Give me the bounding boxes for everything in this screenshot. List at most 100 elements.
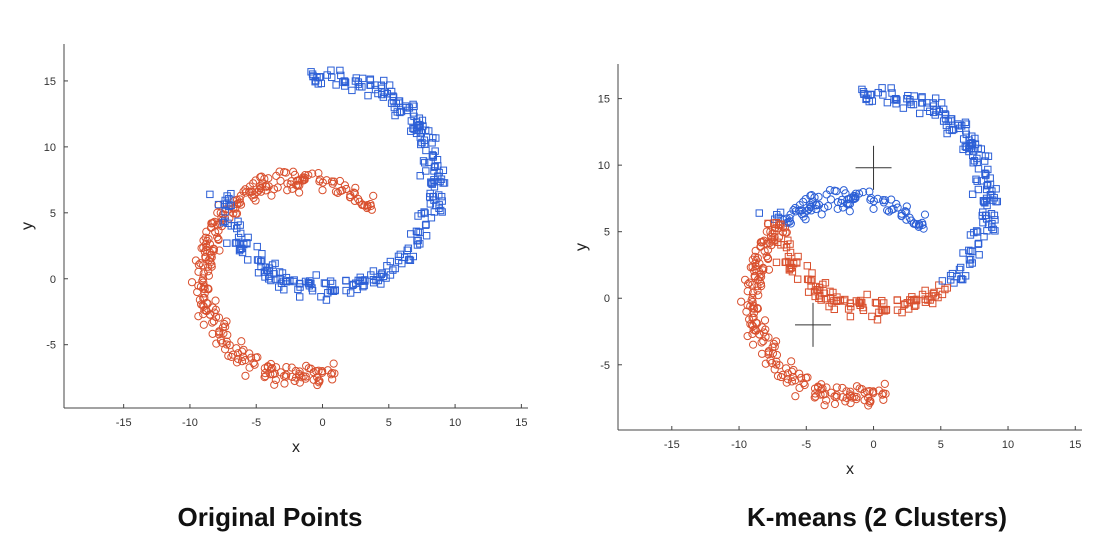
data-point: [748, 340, 758, 349]
data-point: [944, 117, 953, 126]
data-point: [413, 241, 422, 249]
data-point: [796, 373, 806, 383]
data-point: [221, 217, 229, 225]
data-point: [214, 226, 223, 235]
data-point: [287, 177, 296, 186]
data-point: [973, 177, 981, 185]
data-point: [214, 313, 224, 322]
data-point: [823, 202, 833, 211]
data-point: [288, 372, 297, 381]
data-point: [270, 380, 279, 389]
data-point: [219, 218, 227, 227]
data-point: [774, 221, 783, 229]
data-point: [338, 186, 347, 195]
data-point: [205, 248, 215, 257]
data-point: [883, 206, 892, 215]
x-tick-label: -10: [182, 417, 198, 429]
data-point: [305, 282, 314, 290]
data-point: [199, 269, 208, 278]
data-point: [793, 275, 802, 283]
data-point: [856, 301, 864, 310]
data-point: [784, 236, 792, 244]
data-point: [869, 387, 878, 396]
data-point: [815, 294, 823, 303]
data-point: [791, 203, 800, 213]
data-point: [419, 157, 428, 165]
data-point: [328, 375, 337, 384]
data-point: [814, 286, 822, 294]
data-point: [341, 77, 349, 86]
data-point: [977, 145, 986, 153]
data-point: [223, 239, 231, 247]
data-point: [817, 210, 826, 219]
data-point: [329, 359, 338, 368]
data-point: [832, 187, 841, 196]
data-point: [816, 291, 824, 300]
data-point: [413, 237, 421, 245]
data-point: [795, 383, 804, 393]
data-point: [193, 287, 202, 297]
data-point: [233, 354, 243, 364]
data-point: [196, 259, 205, 268]
data-point: [764, 219, 772, 228]
x-tick-label: -15: [664, 439, 680, 451]
data-point: [391, 264, 399, 273]
data-point: [331, 187, 341, 196]
data-point: [980, 157, 989, 165]
data-point: [254, 186, 264, 195]
data-point: [814, 192, 823, 201]
data-point: [207, 219, 216, 228]
data-point: [865, 398, 874, 407]
data-point: [407, 117, 416, 125]
data-point: [420, 140, 429, 148]
data-point: [206, 223, 216, 232]
data-point: [742, 307, 751, 316]
data-point: [235, 198, 245, 207]
data-point: [965, 256, 974, 264]
data-point: [880, 379, 889, 388]
data-point: [358, 200, 367, 209]
data-point: [920, 210, 930, 219]
data-point: [377, 84, 386, 93]
data-point: [893, 203, 902, 212]
data-point: [848, 393, 857, 402]
data-point: [903, 299, 911, 307]
data-point: [417, 140, 425, 149]
data-point: [832, 391, 841, 400]
data-point: [850, 194, 859, 204]
data-point: [893, 306, 902, 314]
data-point: [414, 228, 423, 236]
data-point: [852, 394, 861, 404]
data-point: [430, 183, 439, 191]
data-point: [875, 308, 883, 317]
data-point: [982, 215, 991, 223]
data-point: [966, 139, 975, 148]
data-point: [294, 285, 302, 294]
data-point: [974, 165, 983, 173]
data-point: [364, 91, 372, 100]
data-point: [772, 337, 781, 346]
data-point: [777, 241, 785, 249]
data-point: [221, 322, 230, 331]
data-point: [222, 337, 231, 346]
data-point: [868, 312, 876, 321]
data-point: [290, 376, 299, 386]
data-point: [253, 242, 261, 251]
data-point: [946, 271, 955, 280]
data-point: [761, 359, 770, 368]
x-tick-label: -15: [116, 417, 132, 429]
data-point: [258, 256, 266, 265]
data-point: [782, 378, 791, 387]
data-point: [955, 265, 964, 274]
data-point: [889, 204, 898, 214]
data-point: [840, 297, 849, 305]
data-point: [234, 199, 243, 208]
data-point: [763, 245, 773, 254]
data-point: [949, 125, 958, 134]
data-point: [810, 193, 819, 202]
data-point: [233, 224, 241, 233]
data-point: [299, 176, 308, 185]
data-point: [280, 379, 289, 388]
data-point: [354, 78, 363, 86]
